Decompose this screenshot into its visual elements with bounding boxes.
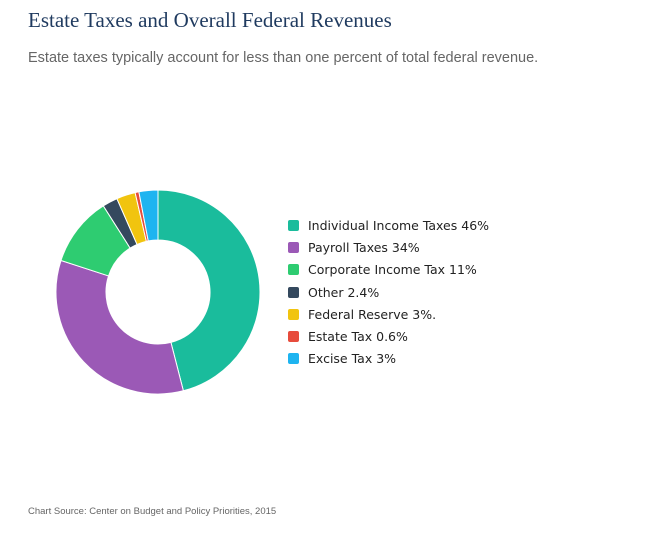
- legend-swatch: [288, 308, 299, 320]
- legend-swatch: [288, 219, 299, 231]
- chart-source: Chart Source: Center on Budget and Polic…: [28, 506, 277, 517]
- legend-swatch: [288, 264, 299, 276]
- donut-slice-6: [138, 189, 159, 242]
- donut-slices: [55, 189, 261, 395]
- legend-item-2: Corporate Income Tax 11%: [288, 259, 489, 281]
- legend-swatch: [288, 353, 299, 365]
- legend-item-5: Estate Tax 0.6%: [288, 325, 489, 347]
- chart-subtitle: Estate taxes typically account for less …: [28, 50, 539, 66]
- legend-swatch: [288, 241, 299, 253]
- legend-label: Federal Reserve 3%.: [308, 306, 437, 322]
- donut-slice-1: [55, 259, 184, 395]
- legend-item-4: Federal Reserve 3%.: [288, 303, 489, 325]
- legend-label: Excise Tax 3%: [308, 351, 397, 367]
- legend-label: Individual Income Taxes 46%: [308, 217, 490, 233]
- legend-label: Corporate Income Tax 11%: [308, 262, 477, 278]
- chart-title: Estate Taxes and Overall Federal Revenue…: [28, 8, 392, 32]
- legend-swatch: [288, 331, 299, 343]
- donut-slice-0: [157, 189, 261, 392]
- legend-item-6: Excise Tax 3%: [288, 348, 489, 370]
- legend-label: Other 2.4%: [308, 284, 380, 300]
- legend-label: Estate Tax 0.6%: [308, 329, 408, 345]
- legend-item-3: Other 2.4%: [288, 281, 489, 303]
- chart-legend: Individual Income Taxes 46% Payroll Taxes…: [288, 214, 489, 370]
- legend-label: Payroll Taxes 34%: [308, 239, 420, 255]
- legend-swatch: [288, 286, 299, 298]
- legend-item-0: Individual Income Taxes 46%: [288, 214, 489, 236]
- legend-item-1: Payroll Taxes 34%: [288, 236, 489, 258]
